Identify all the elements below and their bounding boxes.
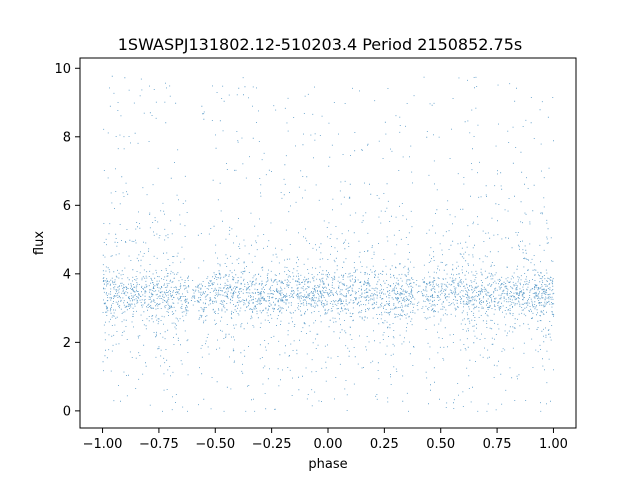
x-tick-label: −0.75 <box>139 437 179 452</box>
x-tick-label: 1.00 <box>539 437 568 452</box>
y-tick-label: 6 <box>63 199 71 214</box>
x-tick-label: 0.25 <box>370 437 399 452</box>
y-tick-label: 0 <box>63 404 71 419</box>
y-axis-label: flux <box>32 231 47 255</box>
x-tick-label: 0.00 <box>314 437 343 452</box>
chart-title: 1SWASPJ131802.12-510203.4 Period 2150852… <box>118 35 523 54</box>
x-tick-label: −0.50 <box>195 437 235 452</box>
x-tick-label: 0.50 <box>426 437 455 452</box>
y-tick-label: 2 <box>63 336 71 351</box>
y-tick-label: 4 <box>63 267 71 282</box>
x-tick-label: −1.00 <box>83 437 123 452</box>
y-tick-label: 10 <box>54 62 71 77</box>
y-axis: 0 2 4 6 8 10 <box>54 62 80 419</box>
x-tick-label: 0.75 <box>483 437 512 452</box>
x-tick-label: −0.25 <box>252 437 292 452</box>
x-axis-label: phase <box>308 457 347 472</box>
y-tick-label: 8 <box>63 130 71 145</box>
x-axis: −1.00 −0.75 −0.50 −0.25 0.00 0.25 0.50 0.75 1.00 <box>83 428 568 452</box>
